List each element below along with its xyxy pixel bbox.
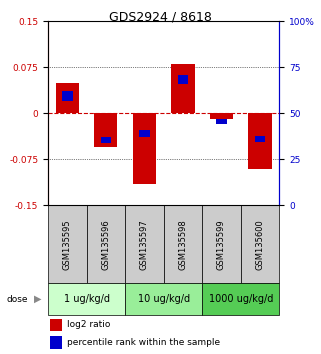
Text: percentile rank within the sample: percentile rank within the sample	[67, 338, 220, 347]
Bar	[48, 283, 125, 315]
Text: dose: dose	[6, 295, 28, 304]
Bar	[139, 131, 150, 137]
Text: GSM135599: GSM135599	[217, 219, 226, 270]
Text: GSM135595: GSM135595	[63, 219, 72, 270]
Bar	[255, 136, 265, 142]
Bar	[202, 283, 279, 315]
Bar	[133, 113, 156, 184]
Text: 10 ug/kg/d: 10 ug/kg/d	[138, 294, 190, 304]
Bar	[241, 205, 279, 283]
Bar	[164, 205, 202, 283]
Text: GSM135596: GSM135596	[101, 219, 110, 270]
Text: GSM135597: GSM135597	[140, 219, 149, 270]
Text: GDS2924 / 8618: GDS2924 / 8618	[109, 11, 212, 24]
Bar	[125, 205, 164, 283]
Bar	[62, 91, 73, 101]
Text: log2 ratio: log2 ratio	[67, 320, 110, 329]
Bar	[125, 283, 202, 315]
Bar	[87, 205, 125, 283]
Text: 1 ug/kg/d: 1 ug/kg/d	[64, 294, 110, 304]
Bar	[210, 113, 233, 119]
Bar	[48, 205, 87, 283]
Text: GSM135598: GSM135598	[178, 219, 187, 270]
Bar	[50, 336, 62, 349]
Bar	[171, 64, 195, 113]
Bar	[101, 137, 111, 143]
Bar	[56, 82, 79, 113]
Bar	[216, 119, 227, 124]
Bar	[248, 113, 272, 169]
Bar	[50, 319, 62, 331]
Bar	[202, 205, 241, 283]
Text: 1000 ug/kg/d: 1000 ug/kg/d	[209, 294, 273, 304]
Bar	[94, 113, 117, 147]
Text: ▶: ▶	[34, 294, 41, 304]
Bar	[178, 75, 188, 84]
Text: GSM135600: GSM135600	[256, 219, 265, 270]
